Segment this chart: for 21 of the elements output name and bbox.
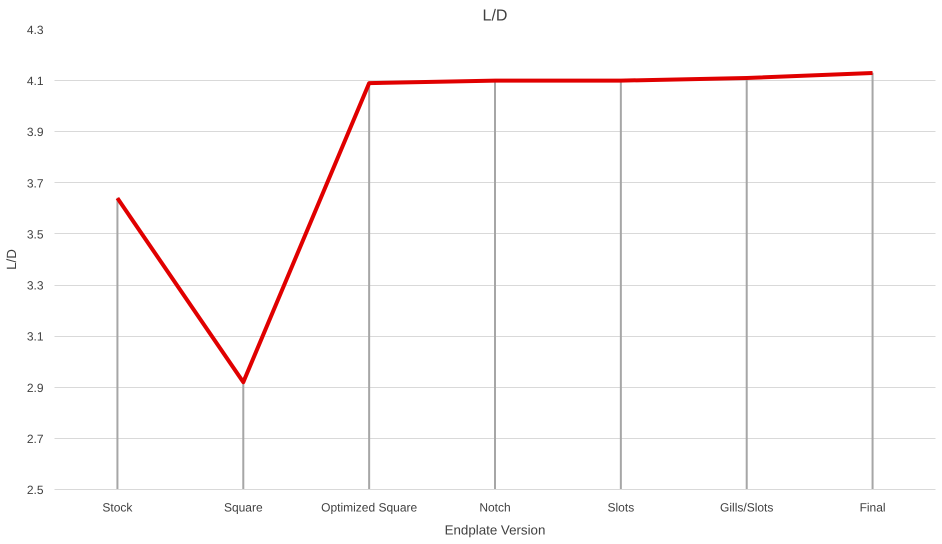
y-tick-label: 2.7 [26,432,44,446]
x-tick-label: Square [224,500,263,514]
y-tick-label: 3.3 [26,278,44,293]
y-tick-label: 4.3 [26,23,44,37]
y-tick-label: 3.7 [26,176,44,190]
y-axis-title: L/D [4,249,19,270]
y-tick-label: 3.9 [26,125,44,140]
x-tick-label: Final [860,500,886,514]
x-tick-label: Slots [608,500,634,514]
x-tick-label: Stock [102,500,134,514]
x-axis-title: Endplate Version [444,522,546,538]
y-tick-label: 2.5 [26,483,44,497]
y-tick-label: 2.9 [26,380,44,395]
y-tick-label: 3.1 [26,330,44,344]
x-tick-label: Notch [479,500,511,514]
x-tick-label: Gills/Slots [720,500,774,514]
x-tick-label: Optimized Square [321,500,418,514]
line-series [115,70,875,384]
y-tick-label: 3.5 [26,227,44,242]
chart-title: L/D [482,8,508,24]
y-tick-label: 4.1 [26,74,44,88]
